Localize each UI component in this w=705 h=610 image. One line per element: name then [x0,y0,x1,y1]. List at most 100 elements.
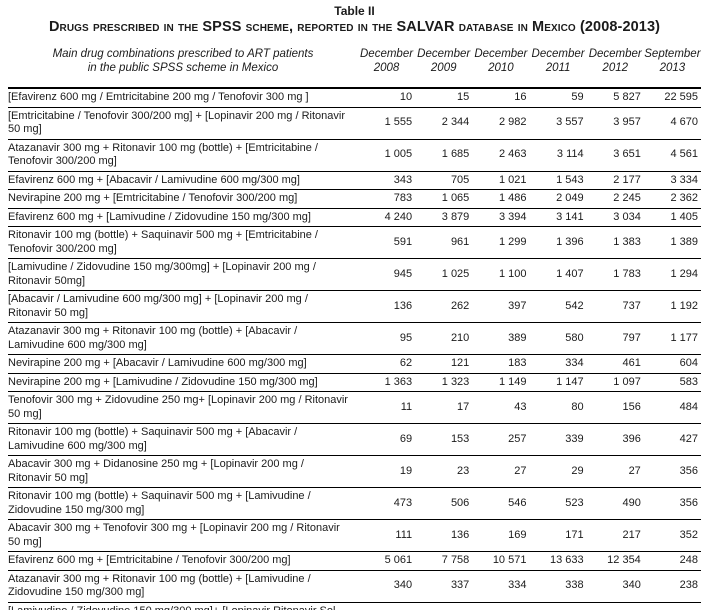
column-header: September 2013 [643,45,701,89]
patient-count-value: 2 982 [472,107,530,140]
drug-combination-label: Atazanavir 300 mg + Ritonavir 100 mg (bo… [8,570,358,603]
patient-count-value: 945 [357,258,416,291]
drug-combination-label: Nevirapine 200 mg + [Emtricitabine / Ten… [8,189,358,209]
row-header-line2: in the public SPSS scheme in Mexico [87,62,279,74]
column-header-month: December [588,48,642,60]
patient-count-value: 1 177 [643,322,701,355]
table-row: Ritonavir 100 mg (bottle) + Saquinavir 5… [8,226,701,259]
table-number: Table II [334,4,375,18]
column-header: December 2008 [357,45,416,89]
drugs-table: Main drug combinations prescribed to ART… [8,45,701,610]
patient-count-value: 2 344 [415,107,473,140]
patient-count-value: 473 [357,487,416,520]
patient-count-value: 24 [586,602,644,610]
table-row: [Efavirenz 600 mg / Emtricitabine 200 mg… [8,88,701,108]
drug-combination-label: Nevirapine 200 mg + [Abacavir / Lamivudi… [8,354,358,374]
drug-combination-label: [Efavirenz 600 mg / Emtricitabine 200 mg… [8,88,358,108]
drug-combination-label: Atazanavir 300 mg + Ritonavir 100 mg (bo… [8,139,358,172]
patient-count-value: 69 [357,423,416,456]
patient-count-value: 136 [357,290,416,323]
patient-count-value: 542 [529,290,587,323]
patient-count-value: 183 [472,354,530,374]
patient-count-value: 3 [357,602,416,610]
patient-count-value: 29 [529,455,587,488]
patient-count-value: 23 [415,455,473,488]
drug-combination-label: [Abacavir / Lamivudine 600 mg/300 mg] + … [8,290,358,323]
column-header: December 2010 [472,45,530,89]
drug-combination-label: [Lamivudine / Zidovudine 150 mg/300mg] +… [8,258,358,291]
table-row: [Abacavir / Lamivudine 600 mg/300 mg] + … [8,290,701,323]
patient-count-value: 19 [529,602,587,610]
patient-count-value: 2 463 [472,139,530,172]
patient-count-value: 340 [586,570,644,603]
patient-count-value: 153 [415,423,473,456]
column-header-year: 2008 [373,62,400,74]
patient-count-value: 2 049 [529,189,587,209]
table-row: Ritonavir 100 mg (bottle) + Saquinavir 5… [8,423,701,456]
patient-count-value: 338 [529,570,587,603]
patient-count-value: 737 [586,290,644,323]
drug-combination-label: Abacavir 300 mg + Didanosine 250 mg + [L… [8,455,358,488]
table-row: Efavirenz 600 mg + [Emtricitabine / Teno… [8,551,701,571]
patient-count-value: 1 396 [529,226,587,259]
patient-count-value: 591 [357,226,416,259]
table-row: Atazanavir 300 mg + Ritonavir 100 mg (bo… [8,139,701,172]
patient-count-value: 1 021 [472,171,530,190]
patient-count-value: 1 005 [357,139,416,172]
patient-count-value: 5 827 [586,88,644,108]
patient-count-value: 1 543 [529,171,587,190]
patient-count-value: 783 [357,189,416,209]
patient-count-value: 1 323 [415,373,473,392]
patient-count-value: 397 [472,290,530,323]
patient-count-value: 171 [529,519,587,552]
patient-count-value: 1 149 [472,373,530,392]
patient-count-value: 3 651 [586,139,644,172]
column-header-month: December [531,48,585,60]
patient-count-value: 583 [643,373,701,392]
table-row: Nevirapine 200 mg + [Abacavir / Lamivudi… [8,354,701,374]
patient-count-value: 961 [415,226,473,259]
patient-count-value: 604 [643,354,701,374]
table-row: [Lamivudine / Zidovudine 150 mg/300mg] +… [8,258,701,291]
patient-count-value: 15 [415,88,473,108]
table-row: Ritonavir 100 mg (bottle) + Saquinavir 5… [8,487,701,520]
patient-count-value: 580 [529,322,587,355]
patient-count-value: 340 [357,570,416,603]
patient-count-value: 3 141 [529,208,587,227]
patient-count-value: 1 783 [586,258,644,291]
patient-count-value: 1 389 [643,226,701,259]
patient-count-value: 156 [586,391,644,424]
patient-count-value: 356 [643,487,701,520]
patient-count-value: 389 [472,322,530,355]
patient-count-value: 248 [643,551,701,571]
patient-count-value: 11 [357,391,416,424]
column-header-year: 2009 [430,62,457,74]
patient-count-value: 1 025 [415,258,473,291]
row-header-line1: Main drug combinations prescribed to ART… [52,48,314,60]
drug-combination-label: Tenofovir 300 mg + Zidovudine 250 mg+ [L… [8,391,358,424]
patient-count-value: 546 [472,487,530,520]
patient-count-value: 59 [529,88,587,108]
table-row: [Emtricitabine / Tenofovir 300/200 mg] +… [8,107,701,140]
drug-combination-label: Efavirenz 600 mg + [Abacavir / Lamivudin… [8,171,358,190]
table-row: Efavirenz 600 mg + [Abacavir / Lamivudin… [8,171,701,190]
patient-count-value: 1 407 [529,258,587,291]
column-header-year: 2013 [659,62,686,74]
patient-count-value: 17 [415,391,473,424]
patient-count-value: 334 [472,570,530,603]
patient-count-value: 337 [415,570,473,603]
table-title: Drugs prescribed in the SPSS scheme, rep… [48,19,661,35]
patient-count-value: 13 633 [529,551,587,571]
column-header: December 2009 [415,45,473,89]
patient-count-value: 3 334 [643,171,701,190]
patient-count-value: 111 [357,519,416,552]
patient-count-value: 461 [586,354,644,374]
drug-combination-label: Efavirenz 600 mg + [Emtricitabine / Teno… [8,551,358,571]
column-header-month: December [417,48,471,60]
patient-count-value: 3 394 [472,208,530,227]
patient-count-value: 169 [472,519,530,552]
patient-count-value: 43 [472,391,530,424]
patient-count-value: 705 [415,171,473,190]
header-row: Main drug combinations prescribed to ART… [8,45,701,89]
